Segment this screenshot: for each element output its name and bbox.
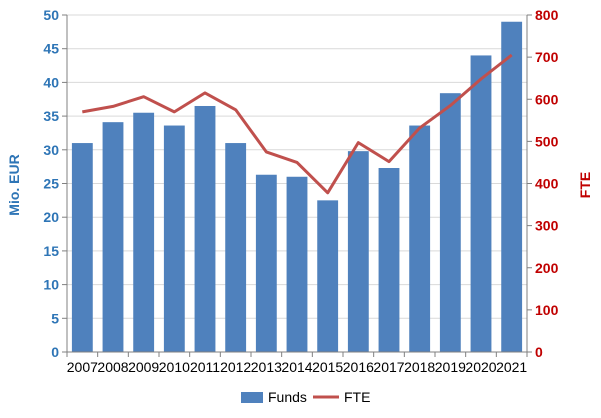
x-tick-label: 2020 [465,359,496,375]
line-fte [82,53,513,195]
y-right-tick-label: 800 [535,7,559,23]
y-left-tick-label: 10 [43,277,59,293]
bar-funds-2018 [409,125,431,352]
bar-funds-2009 [133,112,155,352]
x-tick-label: 2021 [496,359,527,375]
bar-funds-2008 [102,122,124,352]
bar-funds-2012 [225,143,247,352]
bars-funds [71,21,523,353]
x-tick-label: 2017 [373,359,404,375]
y-axis-right-title: FTE [577,172,593,198]
y-left-tick-label: 30 [43,142,59,158]
y-right-tick-label: 600 [535,91,559,107]
x-tick-label: 2013 [251,359,282,375]
bar-funds-2017 [378,167,400,352]
bar-funds-2011 [194,105,216,353]
y-left-tick-label: 20 [43,209,59,225]
bar-funds-2013 [255,174,277,352]
bar-funds-2007 [71,143,93,352]
x-tick-label: 2016 [343,359,374,375]
y-right-tick-label: 100 [535,302,559,318]
y-left-tick-label: 0 [51,344,59,360]
y-left-tick-label: 25 [43,176,59,192]
legend-label-funds: Funds [268,389,307,405]
x-tick-label: 2008 [97,359,128,375]
y-left-tick-label: 50 [43,7,59,23]
x-tick-label: 2015 [312,359,343,375]
x-tick-label: 2009 [128,359,159,375]
x-tick-label: 2007 [67,359,98,375]
line-fte-path [82,53,513,195]
tick-labels: 0510152025303540455001002003004005006007… [43,7,558,375]
x-tick-label: 2018 [404,359,435,375]
y-left-tick-label: 35 [43,108,59,124]
y-left-tick-label: 5 [51,310,59,326]
y-right-tick-label: 300 [535,218,559,234]
y-right-tick-label: 700 [535,49,559,65]
y-left-tick-label: 40 [43,74,59,90]
x-tick-label: 2012 [220,359,251,375]
y-right-tick-label: 500 [535,133,559,149]
y-right-tick-label: 0 [535,344,543,360]
bar-funds-2015 [317,200,339,352]
bar-funds-2010 [163,125,185,352]
y-axis-left-title: Mio. EUR [6,154,22,215]
y-left-tick-label: 45 [43,41,59,57]
legend-label-fte: FTE [344,389,370,405]
axes [62,14,532,357]
x-tick-label: 2014 [281,359,312,375]
bar-funds-2021 [501,21,523,353]
y-right-tick-label: 400 [535,176,559,192]
bar-funds-2020 [470,55,492,352]
bar-funds-2016 [347,151,369,352]
y-left-tick-label: 15 [43,243,59,259]
x-tick-label: 2011 [190,359,220,375]
bar-funds-2014 [286,176,308,352]
y-right-tick-label: 200 [535,260,559,276]
legend: Funds FTE [241,389,370,405]
bar-funds-2019 [439,93,461,353]
x-tick-label: 2010 [159,359,190,375]
legend-swatch-funds [241,392,263,403]
x-tick-label: 2019 [435,359,466,375]
